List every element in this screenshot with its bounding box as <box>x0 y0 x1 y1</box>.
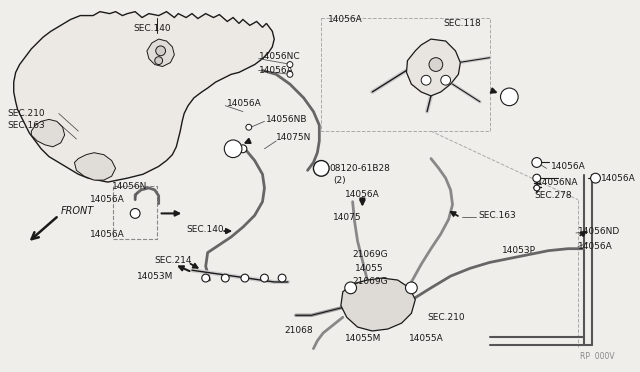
Text: FRONT: FRONT <box>61 206 94 217</box>
Circle shape <box>429 58 443 71</box>
Text: 21069G: 21069G <box>353 278 388 286</box>
Text: 14056ND: 14056ND <box>578 227 620 235</box>
Circle shape <box>287 71 293 77</box>
Polygon shape <box>31 119 65 147</box>
Text: 14056A: 14056A <box>578 242 612 251</box>
Circle shape <box>224 140 242 158</box>
Circle shape <box>345 282 356 294</box>
Circle shape <box>278 274 286 282</box>
Text: 14056A: 14056A <box>345 190 380 199</box>
Text: SEC.210: SEC.210 <box>8 109 45 118</box>
Text: Z: Z <box>506 92 513 101</box>
Text: SEC.140: SEC.140 <box>133 24 171 33</box>
Polygon shape <box>341 278 415 331</box>
Text: 14055M: 14055M <box>345 334 381 343</box>
Circle shape <box>239 145 247 153</box>
Circle shape <box>591 173 600 183</box>
Text: 14056A: 14056A <box>259 66 293 75</box>
Text: 14056N: 14056N <box>111 182 147 190</box>
Text: SEC.278: SEC.278 <box>535 191 572 200</box>
Text: 21069G: 21069G <box>353 250 388 259</box>
Text: 14056A: 14056A <box>90 195 125 204</box>
Circle shape <box>246 124 252 130</box>
Text: 14056A: 14056A <box>227 99 262 108</box>
Text: 14056A: 14056A <box>328 15 363 24</box>
Text: 14055A: 14055A <box>410 334 444 343</box>
Circle shape <box>421 75 431 85</box>
Text: 21068: 21068 <box>284 327 313 336</box>
Circle shape <box>155 57 163 65</box>
Text: 14053P: 14053P <box>502 246 536 255</box>
Circle shape <box>441 75 451 85</box>
Text: SEC.163: SEC.163 <box>478 211 516 220</box>
Circle shape <box>500 88 518 106</box>
Polygon shape <box>147 39 174 67</box>
Text: B: B <box>318 164 324 173</box>
Circle shape <box>221 274 229 282</box>
Text: 14056A: 14056A <box>602 174 636 183</box>
Text: SEC.140: SEC.140 <box>186 225 224 234</box>
Circle shape <box>534 185 540 191</box>
Circle shape <box>131 209 140 218</box>
Text: 14053M: 14053M <box>137 272 173 280</box>
Polygon shape <box>74 153 116 180</box>
Circle shape <box>287 62 293 67</box>
Polygon shape <box>406 39 460 96</box>
Circle shape <box>260 274 268 282</box>
Text: SEC.214: SEC.214 <box>155 256 192 265</box>
Text: 14055: 14055 <box>355 264 383 273</box>
Text: RP  000V: RP 000V <box>580 352 614 361</box>
Text: SEC.210: SEC.210 <box>427 313 465 322</box>
Circle shape <box>532 158 541 167</box>
Circle shape <box>406 282 417 294</box>
Circle shape <box>202 274 210 282</box>
Text: SEC.163: SEC.163 <box>8 121 45 130</box>
Polygon shape <box>13 12 275 182</box>
Text: (2): (2) <box>333 176 346 185</box>
Circle shape <box>156 46 166 56</box>
Circle shape <box>241 274 249 282</box>
Text: 08120-61B28: 08120-61B28 <box>329 164 390 173</box>
Text: 14075: 14075 <box>333 213 362 222</box>
Circle shape <box>314 161 329 176</box>
Text: 14075N: 14075N <box>276 132 312 141</box>
Text: 14056A: 14056A <box>90 231 125 240</box>
Circle shape <box>533 174 541 182</box>
Text: 14056NC: 14056NC <box>259 52 300 61</box>
Text: SEC.118: SEC.118 <box>444 19 481 28</box>
Text: 14056NB: 14056NB <box>266 115 308 124</box>
Text: 14056A: 14056A <box>550 162 585 171</box>
Text: 14056NA: 14056NA <box>537 177 579 187</box>
Text: Z: Z <box>230 144 236 153</box>
